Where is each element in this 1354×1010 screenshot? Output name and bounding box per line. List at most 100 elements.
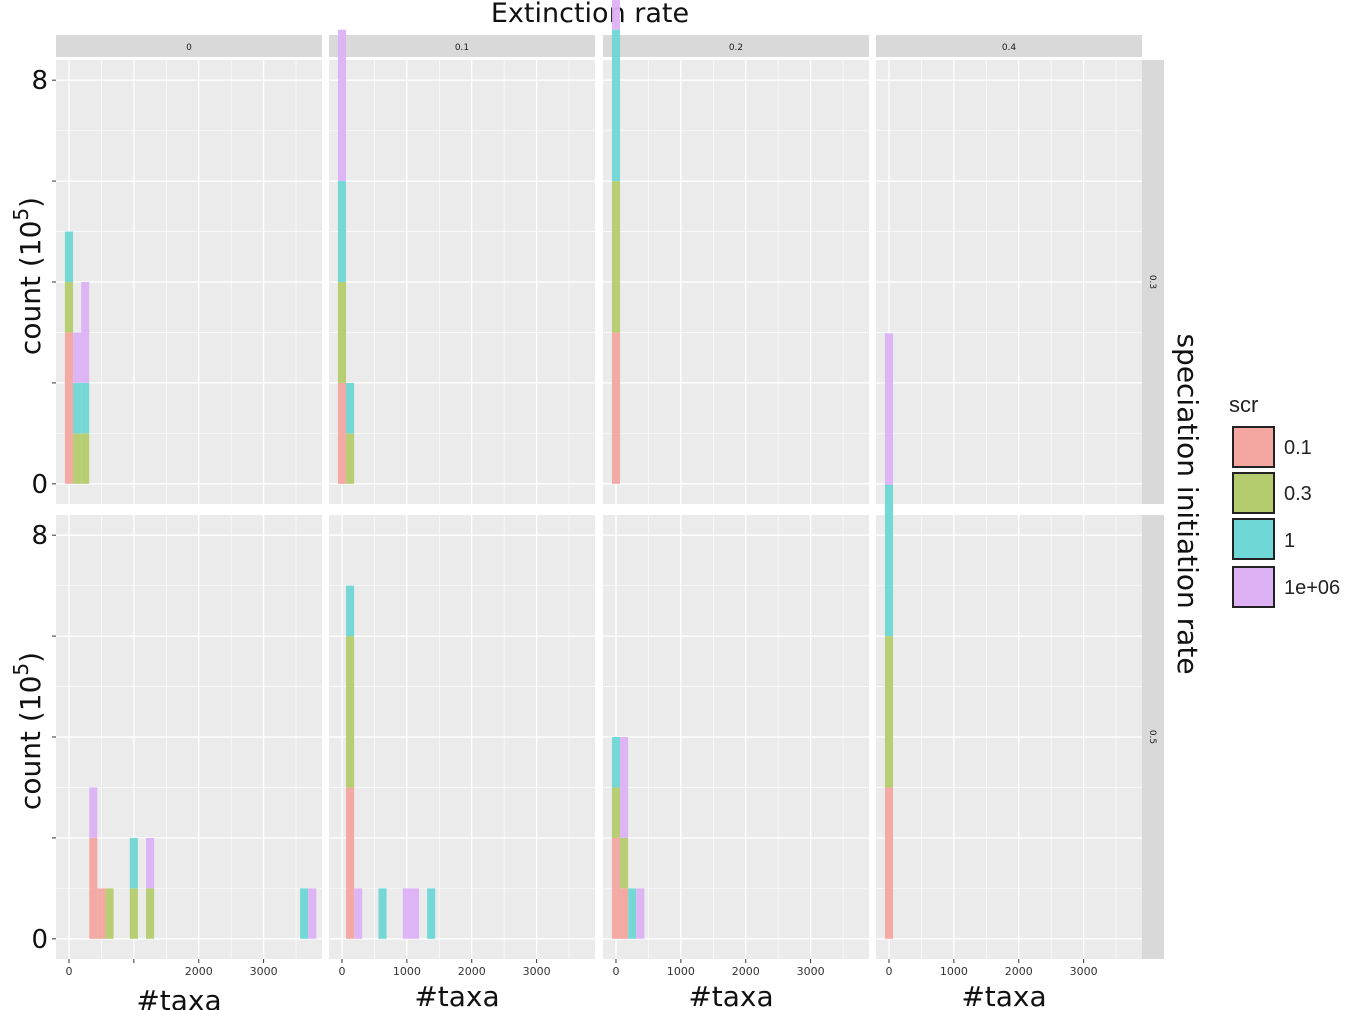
histogram-bar xyxy=(410,888,420,939)
histogram-bar xyxy=(97,888,106,939)
panel-r0-c2 xyxy=(603,60,869,504)
histogram-bar xyxy=(64,282,74,333)
x-tick-label-c0-3: 3000 xyxy=(250,965,278,978)
bars-r0-c2 xyxy=(611,0,621,484)
y-axis-title-r0: count (105) xyxy=(9,197,47,355)
x-tick-label-c3-1: 1000 xyxy=(940,965,968,978)
histogram-bar xyxy=(884,787,894,939)
column-strip-3 xyxy=(876,35,1142,57)
legend-label-3: 1e+06 xyxy=(1284,577,1340,599)
histogram-bar xyxy=(611,332,621,484)
histogram-bar xyxy=(146,837,155,889)
histogram-bar xyxy=(73,433,82,484)
histogram-bar xyxy=(346,636,355,788)
histogram-bar xyxy=(611,181,621,333)
histogram-bar xyxy=(611,787,621,838)
y-tick-label-r0-0: 0 xyxy=(31,470,48,500)
histogram-bar xyxy=(884,484,894,637)
histogram-bar xyxy=(337,29,347,182)
y-tick-label-r1-0: 0 xyxy=(31,925,48,955)
histogram-bar xyxy=(620,888,629,939)
legend-label-2: 1 xyxy=(1284,530,1295,552)
histogram-bar xyxy=(354,888,363,939)
histogram-bar xyxy=(611,837,621,939)
histogram-bar xyxy=(378,888,387,939)
histogram-bar xyxy=(337,282,347,383)
row-strip-label-1: 0.5 xyxy=(1147,730,1157,744)
x-tick-label-c3-0: 0 xyxy=(885,965,892,978)
panel-r1-c3 xyxy=(876,515,1142,959)
panel-r0-c1 xyxy=(329,60,595,504)
panel-r1-c2 xyxy=(603,515,869,959)
x-tick-label-c0-0: 0 xyxy=(65,965,72,978)
panel-r1-c0 xyxy=(56,515,322,959)
histogram-bar xyxy=(300,888,309,939)
x-tick-label-c0-2: 2000 xyxy=(185,965,213,978)
histogram-bar xyxy=(636,888,645,939)
histogram-bar xyxy=(73,332,82,383)
bars-r0-c1 xyxy=(337,29,355,484)
column-strip-label-1: 0.1 xyxy=(455,43,469,53)
legend-title: scr xyxy=(1229,392,1258,417)
histogram-bar xyxy=(628,888,637,939)
histogram-bar xyxy=(620,737,629,838)
column-strip-1 xyxy=(329,35,595,57)
legend-key-3 xyxy=(1232,566,1275,608)
histogram-bar xyxy=(337,382,347,484)
x-tick-label-c1-3: 3000 xyxy=(523,965,551,978)
bars-r1-c1 xyxy=(346,585,436,939)
legend: scr 0.1 0.3 1 1e+06 xyxy=(1229,392,1340,608)
column-strip-label-0: 0 xyxy=(186,43,192,53)
histogram-bar xyxy=(105,888,114,939)
x-axis-title-c0: #taxa xyxy=(136,984,221,1010)
histogram-bar xyxy=(89,837,98,939)
x-tick-label-c2-2: 2000 xyxy=(732,965,760,978)
x-tick-label-c2-3: 3000 xyxy=(797,965,825,978)
row-facet-title: speciation initiation rate xyxy=(1171,333,1204,674)
histogram-bar xyxy=(427,888,436,939)
chart-title: Extinction rate xyxy=(491,0,689,29)
panel-r1-c1 xyxy=(329,515,595,959)
histogram-bar xyxy=(346,382,355,434)
x-tick-label-c1-1: 1000 xyxy=(393,965,421,978)
row-strip-0 xyxy=(1142,60,1164,504)
legend-label-1: 0.3 xyxy=(1284,483,1312,505)
histogram-bar xyxy=(611,29,621,182)
x-tick-label-c2-0: 0 xyxy=(612,965,619,978)
legend-key-2 xyxy=(1232,518,1275,560)
row-strip-label-0: 0.3 xyxy=(1147,275,1157,289)
histogram-bar xyxy=(81,433,90,484)
histogram-bar xyxy=(64,332,74,484)
histogram-bar xyxy=(884,333,894,485)
column-strip-2 xyxy=(603,35,869,57)
legend-label-0: 0.1 xyxy=(1284,437,1312,459)
x-tick-label-c2-1: 1000 xyxy=(667,965,695,978)
x-tick-label-c3-3: 3000 xyxy=(1070,965,1098,978)
facet-panels: 0 0.1 0.2 0.4 0.3 0.5 0 8 count (105) 0 8 count (10… xyxy=(9,0,1204,1010)
histogram-bar xyxy=(81,282,90,383)
histogram-bar xyxy=(129,837,138,889)
histogram-bar xyxy=(81,382,90,434)
bars-r1-c3 xyxy=(884,333,894,939)
panel-r0-c3 xyxy=(876,60,1142,504)
histogram-bar xyxy=(64,231,74,282)
x-axis-title-c1: #taxa xyxy=(414,980,499,1010)
column-strip-label-3: 0.4 xyxy=(1002,43,1017,53)
bars-r1-c0 xyxy=(89,787,317,939)
y-tick-label-r0-1: 8 xyxy=(31,66,48,96)
histogram-bar xyxy=(146,888,155,939)
histogram-bar xyxy=(337,181,347,282)
histogram-bar xyxy=(346,433,355,484)
column-strip-0 xyxy=(56,35,322,57)
histogram-bar xyxy=(611,0,621,30)
column-strip-label-2: 0.2 xyxy=(729,43,743,53)
histogram-bar xyxy=(402,888,411,939)
histogram-bar xyxy=(346,585,355,637)
histogram-bar xyxy=(129,888,138,939)
x-axis-title-c2: #taxa xyxy=(688,980,773,1010)
legend-key-1 xyxy=(1232,472,1275,514)
y-tick-label-r1-1: 8 xyxy=(31,521,48,551)
x-tick-label-c3-2: 2000 xyxy=(1005,965,1033,978)
histogram-bar xyxy=(620,837,629,889)
